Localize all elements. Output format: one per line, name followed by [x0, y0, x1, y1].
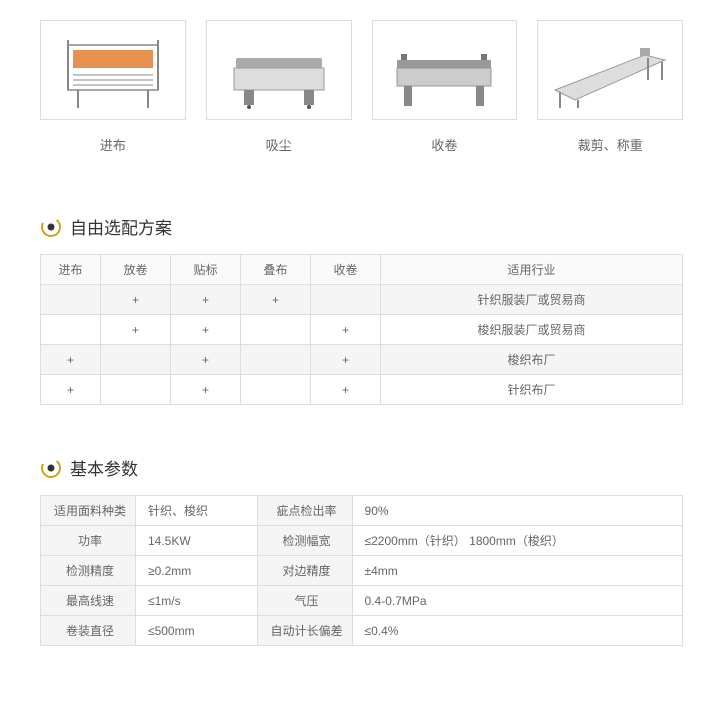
specs-section: 基本参数 适用面料种类针织、梭织疵点检出率90%功率14.5KW检测幅宽≤220… — [40, 455, 683, 646]
col-header: 放卷 — [101, 255, 171, 285]
table-cell — [241, 315, 311, 345]
table-cell: + — [101, 315, 171, 345]
table-cell: + — [171, 285, 241, 315]
col-header: 叠布 — [241, 255, 311, 285]
product-image-wind — [372, 20, 518, 120]
bullet-icon — [40, 457, 62, 479]
col-header: 收卷 — [311, 255, 381, 285]
spec-label: 检测幅宽 — [257, 526, 352, 556]
spec-value: 针织、梭织 — [136, 496, 258, 526]
table-row: +++针织服装厂或贸易商 — [41, 285, 683, 315]
table-cell: + — [171, 315, 241, 345]
table-cell: 梭织服装厂或贸易商 — [381, 315, 683, 345]
spec-label: 功率 — [41, 526, 136, 556]
config-section: 自由选配方案 进布 放卷 贴标 叠布 收卷 适用行业 +++针织服装厂或贸易商+… — [40, 214, 683, 405]
config-table: 进布 放卷 贴标 叠布 收卷 适用行业 +++针织服装厂或贸易商+++梭织服装厂… — [40, 254, 683, 405]
spec-label: 气压 — [257, 586, 352, 616]
spec-value: ≥0.2mm — [136, 556, 258, 586]
table-row: 适用面料种类针织、梭织疵点检出率90% — [41, 496, 683, 526]
product-item: 裁剪、称重 — [537, 20, 683, 154]
specs-table: 适用面料种类针织、梭织疵点检出率90%功率14.5KW检测幅宽≤2200mm（针… — [40, 495, 683, 646]
section-header: 基本参数 — [40, 455, 683, 480]
table-cell: + — [311, 345, 381, 375]
bullet-icon — [40, 216, 62, 238]
spec-label: 检测精度 — [41, 556, 136, 586]
table-cell — [101, 345, 171, 375]
product-item: 收卷 — [372, 20, 518, 154]
section-title: 自由选配方案 — [70, 214, 172, 239]
product-item: 吸尘 — [206, 20, 352, 154]
spec-value: ±4mm — [352, 556, 682, 586]
table-cell: + — [241, 285, 311, 315]
spec-value: 14.5KW — [136, 526, 258, 556]
table-row: +++针织布厂 — [41, 375, 683, 405]
spec-label: 卷装直径 — [41, 616, 136, 646]
table-row: 卷装直径≤500mm自动计长偏差≤0.4% — [41, 616, 683, 646]
table-cell: + — [311, 375, 381, 405]
table-header-row: 进布 放卷 贴标 叠布 收卷 适用行业 — [41, 255, 683, 285]
table-cell — [41, 285, 101, 315]
product-label: 进布 — [100, 135, 126, 154]
table-row: 检测精度≥0.2mm对边精度±4mm — [41, 556, 683, 586]
table-cell — [101, 375, 171, 405]
spec-label: 疵点检出率 — [257, 496, 352, 526]
table-cell: + — [41, 345, 101, 375]
product-image-feed — [40, 20, 186, 120]
table-cell: 梭织布厂 — [381, 345, 683, 375]
spec-value: ≤500mm — [136, 616, 258, 646]
table-cell: + — [171, 375, 241, 405]
spec-value: ≤0.4% — [352, 616, 682, 646]
table-cell: 针织服装厂或贸易商 — [381, 285, 683, 315]
product-label: 收卷 — [431, 135, 457, 154]
spec-label: 对边精度 — [257, 556, 352, 586]
spec-value: ≤2200mm（针织） 1800mm（梭织） — [352, 526, 682, 556]
table-row: 最高线速≤1m/s气压0.4-0.7MPa — [41, 586, 683, 616]
products-row: 进布 吸尘 收卷 — [40, 20, 683, 154]
spec-label: 自动计长偏差 — [257, 616, 352, 646]
table-cell — [241, 345, 311, 375]
table-cell: + — [171, 345, 241, 375]
col-header: 适用行业 — [381, 255, 683, 285]
table-cell: + — [41, 375, 101, 405]
table-row: +++梭织布厂 — [41, 345, 683, 375]
spec-label: 适用面料种类 — [41, 496, 136, 526]
table-cell: + — [311, 315, 381, 345]
table-row: +++梭织服装厂或贸易商 — [41, 315, 683, 345]
product-label: 吸尘 — [266, 135, 292, 154]
section-header: 自由选配方案 — [40, 214, 683, 239]
col-header: 贴标 — [171, 255, 241, 285]
table-cell — [241, 375, 311, 405]
table-cell — [41, 315, 101, 345]
product-image-cut-weigh — [537, 20, 683, 120]
section-title: 基本参数 — [70, 455, 138, 480]
table-cell: 针织布厂 — [381, 375, 683, 405]
table-row: 功率14.5KW检测幅宽≤2200mm（针织） 1800mm（梭织） — [41, 526, 683, 556]
table-cell: + — [101, 285, 171, 315]
spec-value: ≤1m/s — [136, 586, 258, 616]
spec-value: 90% — [352, 496, 682, 526]
product-image-dust — [206, 20, 352, 120]
product-item: 进布 — [40, 20, 186, 154]
spec-value: 0.4-0.7MPa — [352, 586, 682, 616]
col-header: 进布 — [41, 255, 101, 285]
product-label: 裁剪、称重 — [578, 135, 643, 154]
table-cell — [311, 285, 381, 315]
spec-label: 最高线速 — [41, 586, 136, 616]
